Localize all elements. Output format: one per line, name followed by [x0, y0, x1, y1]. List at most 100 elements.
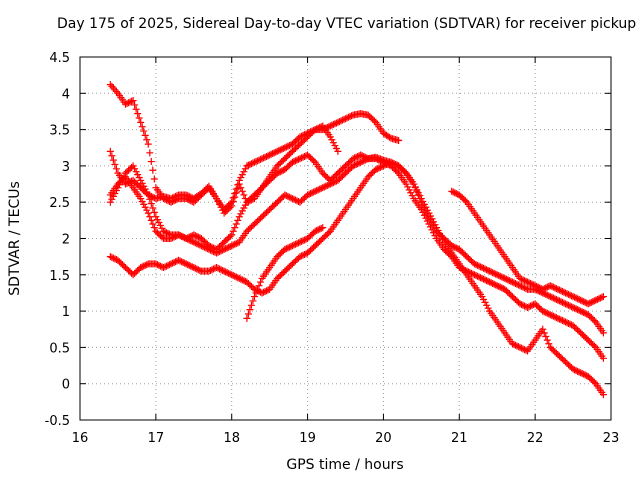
- data-point: [517, 301, 525, 309]
- x-tick-label: 22: [527, 431, 544, 446]
- data-point: [346, 113, 354, 121]
- data-point: [288, 158, 296, 166]
- data-point: [282, 192, 290, 200]
- data-point: [566, 291, 574, 299]
- data-point: [147, 200, 155, 208]
- data-point: [109, 156, 117, 164]
- data-point: [249, 159, 257, 167]
- data-point: [244, 161, 252, 169]
- y-axis-label: SDTVAR / TECUs: [7, 181, 23, 296]
- data-point: [452, 189, 460, 197]
- data-point: [519, 301, 527, 309]
- data-point: [184, 261, 192, 269]
- data-point: [210, 265, 218, 273]
- data-point: [232, 273, 240, 281]
- data-point: [348, 112, 356, 120]
- data-point: [291, 196, 299, 204]
- data-point: [229, 272, 237, 280]
- data-point: [481, 265, 489, 273]
- data-point: [574, 306, 582, 314]
- data-point: [487, 279, 495, 287]
- data-point: [351, 154, 359, 162]
- data-point: [231, 193, 239, 201]
- data-point: [487, 268, 495, 276]
- data-point: [229, 197, 237, 205]
- data-point: [229, 227, 237, 235]
- data-point: [219, 266, 227, 274]
- data-point: [392, 160, 400, 168]
- data-point: [393, 168, 401, 176]
- data-point: [575, 295, 583, 303]
- data-point: [475, 262, 483, 270]
- data-point: [338, 116, 346, 124]
- data-point: [451, 243, 459, 251]
- data-point: [226, 270, 234, 278]
- data-point: [539, 285, 547, 293]
- data-point: [291, 240, 299, 248]
- data-point: [590, 378, 598, 386]
- data-point: [200, 243, 208, 251]
- data-point: [284, 192, 292, 200]
- data-point: [578, 297, 586, 305]
- data-point: [493, 271, 501, 279]
- data-point: [301, 236, 309, 244]
- data-point: [194, 233, 202, 241]
- data-point: [549, 294, 557, 302]
- data-point: [290, 195, 298, 203]
- data-point: [375, 156, 383, 164]
- data-point: [577, 307, 585, 315]
- data-point: [572, 305, 580, 313]
- data-point: [540, 329, 548, 337]
- data-point: [287, 194, 295, 202]
- data-point: [285, 193, 293, 201]
- data-point: [472, 272, 480, 280]
- data-point: [304, 191, 312, 199]
- data-point: [284, 142, 292, 150]
- data-point: [326, 122, 334, 130]
- data-point: [272, 148, 280, 156]
- data-point: [261, 287, 269, 295]
- data-point: [301, 250, 309, 258]
- series-track-7: [448, 187, 607, 308]
- data-point: [525, 303, 533, 311]
- data-point: [193, 240, 201, 248]
- data-point: [516, 343, 524, 351]
- data-point: [147, 216, 155, 224]
- data-point: [475, 273, 483, 281]
- data-point: [141, 261, 149, 269]
- data-point: [161, 228, 169, 236]
- data-point: [314, 186, 322, 194]
- data-point: [213, 249, 221, 257]
- y-tick-label: 0: [62, 378, 70, 393]
- data-point: [205, 245, 213, 253]
- data-point: [516, 274, 524, 282]
- data-point: [144, 191, 152, 199]
- data-point: [486, 267, 494, 275]
- data-point: [296, 238, 304, 246]
- x-tick-label: 18: [223, 431, 240, 446]
- data-point: [153, 261, 161, 269]
- data-point: [149, 204, 157, 212]
- data-point: [302, 152, 310, 160]
- data-point: [206, 246, 214, 254]
- data-point: [223, 244, 231, 252]
- data-point: [228, 271, 236, 279]
- data-point: [335, 118, 343, 126]
- data-point: [452, 244, 460, 252]
- data-point: [581, 309, 589, 317]
- data-point: [203, 245, 211, 253]
- data-point: [216, 248, 224, 256]
- data-point: [213, 264, 221, 272]
- data-point: [128, 97, 136, 105]
- data-point: [125, 99, 133, 107]
- data-point: [217, 247, 225, 255]
- data-point: [216, 265, 224, 273]
- data-point: [255, 282, 263, 290]
- data-point: [385, 133, 393, 141]
- data-point: [111, 255, 119, 263]
- data-point: [542, 309, 550, 317]
- data-point: [558, 317, 566, 325]
- data-point: [486, 278, 494, 286]
- data-point: [545, 292, 553, 300]
- data-point: [109, 254, 117, 262]
